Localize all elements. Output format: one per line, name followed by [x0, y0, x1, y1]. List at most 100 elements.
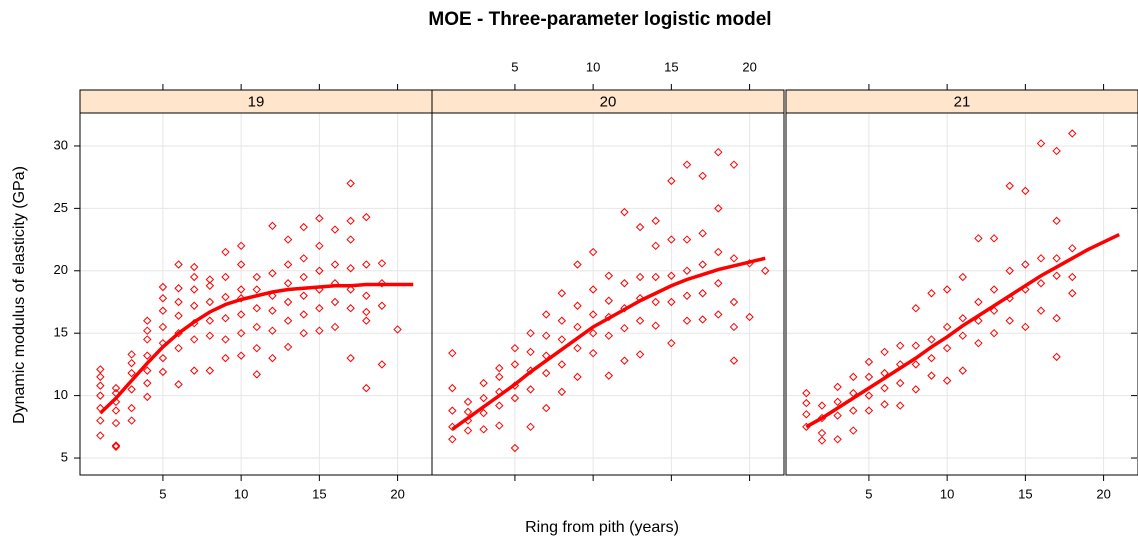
point: [1052, 314, 1061, 323]
point: [620, 323, 629, 333]
point: [833, 397, 842, 407]
point: [989, 234, 999, 243]
point: [541, 331, 551, 340]
point: [974, 234, 983, 243]
point: [880, 383, 889, 393]
point: [362, 316, 371, 325]
point: [864, 372, 874, 382]
point: [1005, 316, 1014, 325]
point: [526, 347, 535, 357]
x-tick-label: 5: [865, 486, 872, 501]
point: [682, 291, 692, 300]
point: [174, 380, 183, 389]
point: [448, 383, 457, 393]
point: [96, 431, 105, 440]
point: [942, 376, 952, 385]
point: [651, 241, 660, 251]
point: [283, 342, 293, 352]
point: [236, 241, 246, 251]
point: [526, 385, 535, 394]
point: [729, 254, 739, 263]
point: [817, 401, 827, 410]
point: [362, 307, 371, 317]
point: [189, 262, 199, 272]
point: [1052, 352, 1061, 362]
point: [1021, 186, 1030, 196]
point: [479, 425, 488, 434]
point: [127, 416, 136, 425]
point: [802, 410, 811, 419]
point: [1005, 181, 1014, 191]
point: [268, 221, 277, 231]
x-tick-label: 10: [586, 59, 600, 74]
point: [346, 235, 355, 244]
point: [1068, 289, 1077, 298]
point: [895, 378, 905, 388]
point: [252, 370, 261, 379]
point: [911, 341, 921, 350]
point: [315, 266, 324, 275]
point: [927, 371, 936, 380]
point: [1005, 266, 1014, 275]
point: [174, 311, 183, 320]
point: [849, 426, 858, 435]
point: [557, 387, 567, 397]
point: [111, 418, 121, 428]
point: [330, 260, 340, 269]
point: [573, 322, 582, 332]
point: [557, 360, 567, 369]
point: [667, 176, 676, 186]
point: [729, 160, 739, 169]
point: [541, 368, 551, 378]
point: [205, 297, 215, 307]
point: [252, 272, 261, 282]
point: [849, 372, 858, 382]
point: [205, 316, 215, 325]
point: [541, 403, 551, 413]
x-tick-label: 10: [234, 486, 248, 501]
point: [714, 310, 723, 319]
point: [557, 316, 567, 325]
point: [1068, 129, 1077, 138]
point: [833, 382, 842, 392]
point: [174, 260, 183, 269]
point: [236, 285, 246, 294]
point: [299, 291, 308, 300]
point: [958, 314, 967, 323]
point: [479, 378, 488, 388]
point: [1036, 139, 1046, 148]
x-tick-label: 15: [1018, 486, 1032, 501]
point: [729, 356, 739, 365]
point: [864, 406, 874, 415]
point: [158, 322, 168, 332]
point: [111, 383, 121, 393]
point: [346, 304, 355, 313]
point: [510, 343, 520, 353]
point: [667, 297, 676, 307]
point: [330, 297, 340, 307]
point: [362, 291, 371, 300]
point: [189, 301, 199, 310]
point: [714, 204, 723, 213]
point: [346, 353, 355, 363]
x-axis-label: Ring from pith (years): [525, 519, 679, 536]
point: [974, 338, 983, 348]
point: [604, 371, 613, 380]
point: [189, 285, 199, 294]
point: [463, 407, 473, 417]
point: [635, 350, 645, 359]
y-tick-label: 15: [54, 325, 68, 340]
x-tick-label: 5: [511, 59, 518, 74]
point: [698, 171, 707, 181]
fit-curve: [99, 282, 414, 415]
point: [143, 351, 152, 360]
point: [268, 326, 277, 335]
x-tick-label: 20: [390, 486, 404, 501]
point: [745, 312, 754, 322]
point: [880, 347, 889, 357]
point: [989, 306, 999, 315]
point: [573, 343, 582, 353]
point: [510, 443, 520, 453]
point: [111, 406, 121, 415]
point: [299, 328, 308, 338]
